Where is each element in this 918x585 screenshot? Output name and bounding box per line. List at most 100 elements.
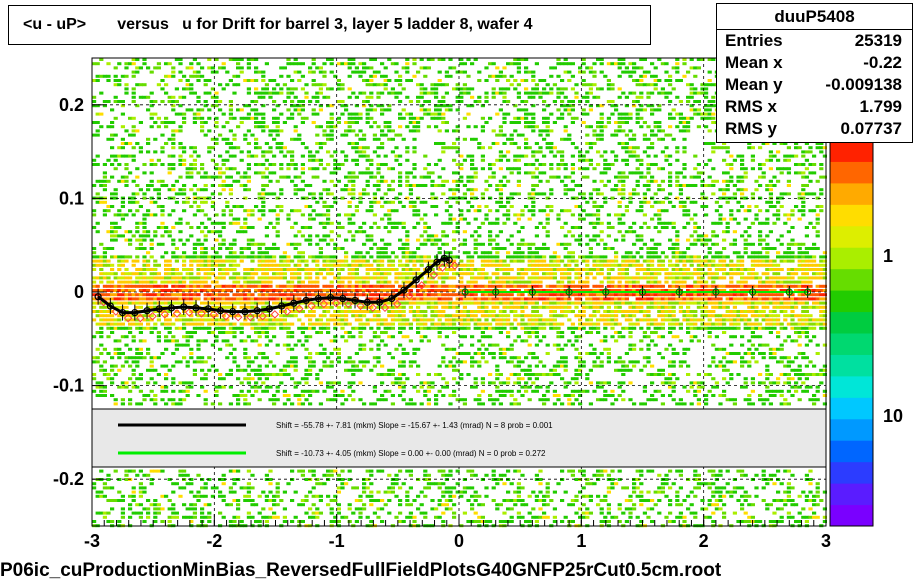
heat-cell [459,175,464,179]
heat-cell [282,520,287,523]
heat-cell [106,74,111,78]
heat-cell [131,213,136,217]
heat-cell [189,520,194,523]
heat-cell [329,179,334,183]
heat-cell [207,331,212,334]
heat-cell [221,326,226,330]
heat-cell [484,347,489,351]
heat-cell [171,289,176,292]
heat-cell [398,503,403,507]
heat-cell [210,221,215,225]
heat-cell [149,503,154,507]
heat-cell [408,129,413,133]
heat-cell [153,507,158,511]
heat-cell [448,196,453,200]
heat-cell [480,322,485,326]
heat-cell [182,158,187,162]
heat-cell [106,326,111,330]
heat-cell [405,238,410,242]
heat-cell [336,213,341,217]
heat-cell [437,272,442,276]
heat-cell [340,276,345,280]
heat-cell [99,242,104,246]
heat-cell [293,62,298,66]
heat-cell [236,272,241,276]
heat-cell [484,259,489,263]
heat-cell [236,394,241,397]
heat-cell [495,221,500,225]
heat-cell [110,331,115,334]
heat-cell [257,121,262,124]
heat-cell [232,146,237,150]
heat-cell [358,347,363,351]
heat-cell [362,276,367,280]
heat-cell [290,112,295,116]
heat-cell [398,259,403,263]
heat-cell [156,66,161,70]
heat-cell [383,226,388,229]
heat-cell [110,297,115,301]
heat-cell [480,305,485,309]
heat-cell [135,142,140,145]
heat-cell [376,184,381,187]
heat-cell [372,389,377,393]
heat-cell [448,221,453,225]
heat-cell [192,200,197,204]
heat-cell [171,389,176,393]
heat-cell [405,234,410,238]
heat-cell [142,473,147,477]
heat-cell [182,251,187,255]
heat-cell [452,322,457,326]
heat-cell [228,167,233,171]
heat-cell [516,91,521,95]
heat-cell [261,276,266,280]
heat-cell [131,373,136,376]
heat-cell [120,255,125,259]
heat-cell [218,373,223,376]
heat-cell [484,272,489,276]
heat-cell [200,515,205,519]
heat-cell [347,385,352,389]
heat-cell [354,205,359,208]
heat-cell [185,83,190,87]
heat-cell [290,335,295,339]
heat-cell [326,221,331,225]
heat-cell [246,515,251,519]
heat-cell [268,478,273,481]
heat-cell [412,284,417,288]
heat-cell [304,499,309,502]
heat-cell [272,398,277,402]
heat-cell [470,255,475,259]
heat-cell [250,499,255,502]
heat-cell [221,289,226,292]
heat-cell [203,121,208,124]
heat-cell [462,310,467,313]
heat-cell [171,121,176,124]
heat-cell [131,318,136,322]
heat-cell [326,310,331,313]
heat-cell [106,276,111,280]
heat-cell [239,70,244,74]
heat-cell [502,184,507,187]
heat-cell [218,297,223,301]
heat-cell [92,389,97,393]
heat-cell [502,301,507,305]
heat-cell [182,473,187,477]
heat-cell [351,192,356,196]
heat-cell [156,62,161,66]
heat-cell [405,297,410,301]
heat-cell [369,116,374,120]
heat-cell [376,83,381,87]
heat-cell [185,381,190,385]
heat-cell [344,263,349,267]
heat-cell [117,263,122,267]
heat-cell [250,259,255,263]
heat-cell [484,217,489,221]
heat-cell [336,352,341,355]
heat-cell [192,511,197,515]
heat-cell [282,83,287,87]
heat-cell [326,137,331,141]
heat-cell [210,70,215,74]
heat-cell [246,377,251,381]
heat-cell [279,368,284,372]
